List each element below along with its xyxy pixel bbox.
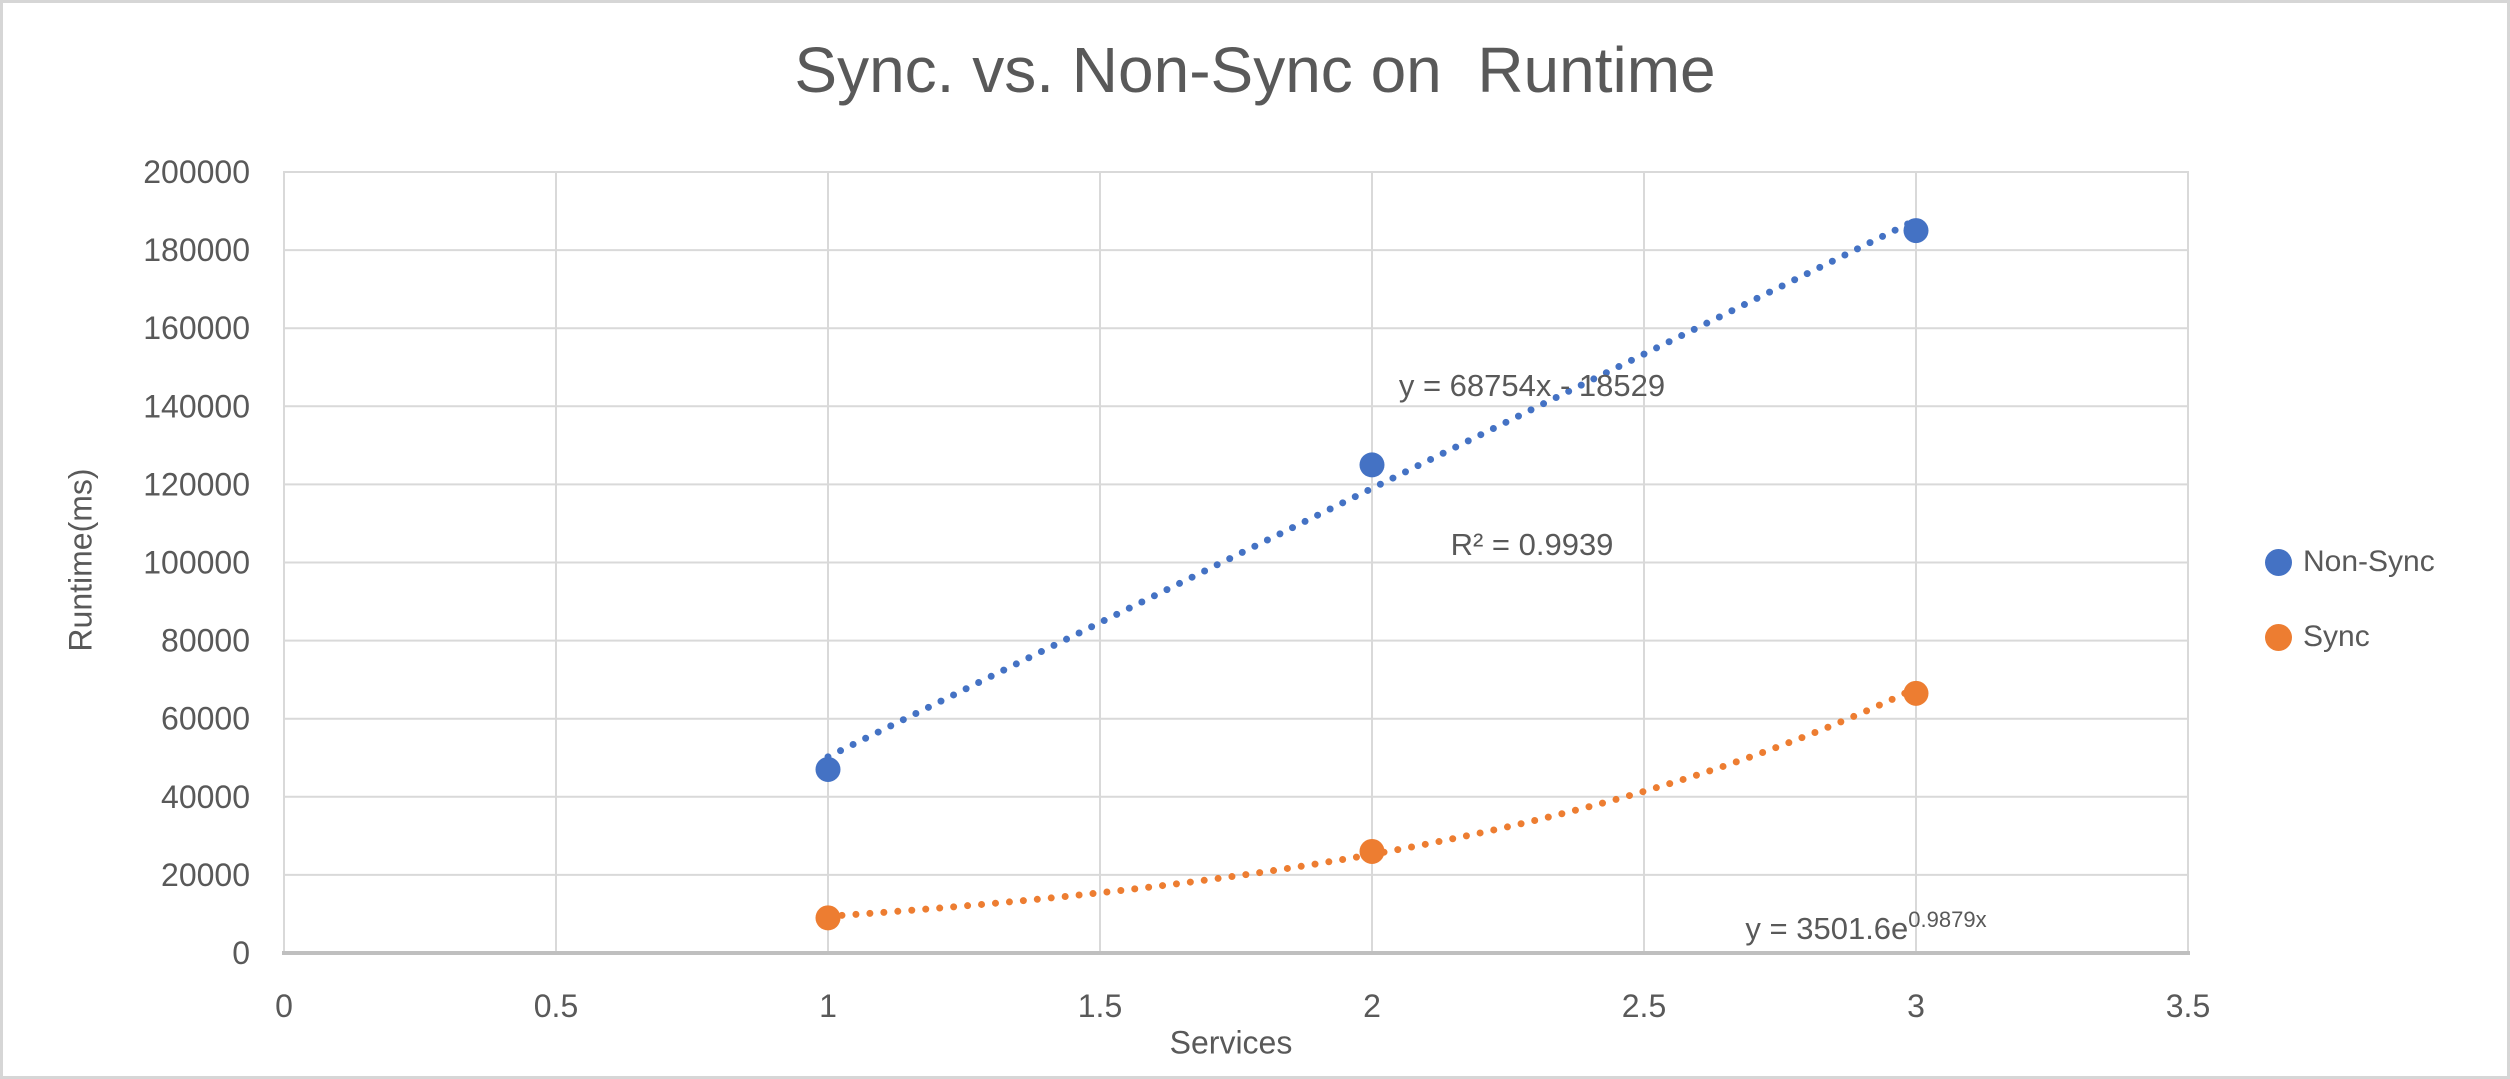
sync-equation-exponent: 0.9879x — [1908, 907, 1987, 932]
legend-item-nonsync[interactable]: Non-Sync — [2265, 541, 2435, 583]
x-tick-label: 3.5 — [2166, 988, 2210, 1024]
data-point-sync[interactable] — [1359, 838, 1385, 864]
x-tick-label: 2 — [1363, 988, 1381, 1024]
legend-item-sync[interactable]: Sync — [2265, 616, 2435, 658]
sync-marker-icon — [2265, 623, 2292, 651]
chart-title[interactable]: Sync. vs. Non-Sync on Runtime — [794, 34, 1716, 106]
trendline-non-sync[interactable] — [824, 216, 1920, 761]
trendline-equation-nonsync[interactable]: y = 68754x - 18529 R² = 0.9939 — [1399, 253, 1665, 677]
data-point-sync[interactable] — [815, 905, 841, 931]
legend-label-sync: Sync — [2303, 620, 2370, 653]
y-tick-label: 180000 — [143, 232, 250, 268]
x-tick-label: 1.5 — [1078, 988, 1122, 1024]
y-axis-title: Runtime(ms) — [62, 468, 99, 652]
sync-equation-text: y = 3501.6e0.9879x — [1745, 907, 1987, 947]
data-point-sync[interactable] — [1903, 680, 1929, 706]
x-tick-label: 0.5 — [534, 988, 578, 1024]
y-tick-label: 80000 — [161, 623, 250, 659]
nonsync-equation-text: y = 68754x - 18529 — [1398, 368, 1666, 403]
legend: Non-Sync Sync — [2265, 541, 2435, 658]
plot-area: 0 20000 40000 60000 80000 100000 120000 140000 1… — [143, 154, 2210, 1024]
trendline-equation-sync[interactable]: y = 3501.6e0.9879x R² = 0.9995 — [1745, 796, 1987, 1077]
y-tick-label: 20000 — [161, 857, 250, 893]
y-tick-label: 100000 — [143, 545, 250, 581]
nonsync-r2-text: R² = 0.9939 — [1450, 527, 1614, 562]
data-point-non-sync[interactable] — [1359, 452, 1385, 478]
x-tick-label: 2.5 — [1622, 988, 1666, 1024]
x-tick-label: 1 — [819, 988, 837, 1024]
data-point-non-sync[interactable] — [1903, 218, 1929, 244]
y-tick-label: 200000 — [143, 154, 250, 190]
y-tick-label: 60000 — [161, 701, 250, 737]
y-tick-label: 120000 — [143, 466, 250, 502]
x-axis-title: Services — [1169, 1024, 1293, 1061]
y-tick-label: 0 — [232, 935, 250, 971]
sync-r2-text: R² = 0.9995 — [1745, 1061, 1986, 1076]
legend-label-nonsync: Non-Sync — [2303, 545, 2435, 578]
nonsync-marker-icon — [2265, 548, 2292, 576]
y-tick-label: 160000 — [143, 310, 250, 346]
y-tick-label: 40000 — [161, 779, 250, 815]
x-tick-label: 0 — [275, 988, 293, 1024]
data-point-non-sync[interactable] — [815, 756, 841, 782]
x-tick-label: 3 — [1907, 988, 1925, 1024]
y-tick-label: 140000 — [143, 388, 250, 424]
